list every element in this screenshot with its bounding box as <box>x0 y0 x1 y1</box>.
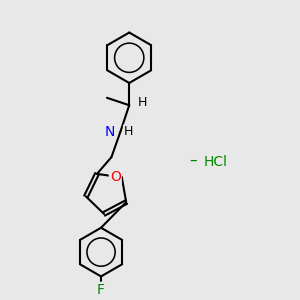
Text: H: H <box>124 125 133 138</box>
Text: HCl: HCl <box>203 154 227 169</box>
Text: –: – <box>189 153 197 168</box>
Text: N: N <box>105 125 115 139</box>
Text: H: H <box>137 96 147 110</box>
Text: O: O <box>110 170 121 184</box>
Text: F: F <box>97 283 105 297</box>
